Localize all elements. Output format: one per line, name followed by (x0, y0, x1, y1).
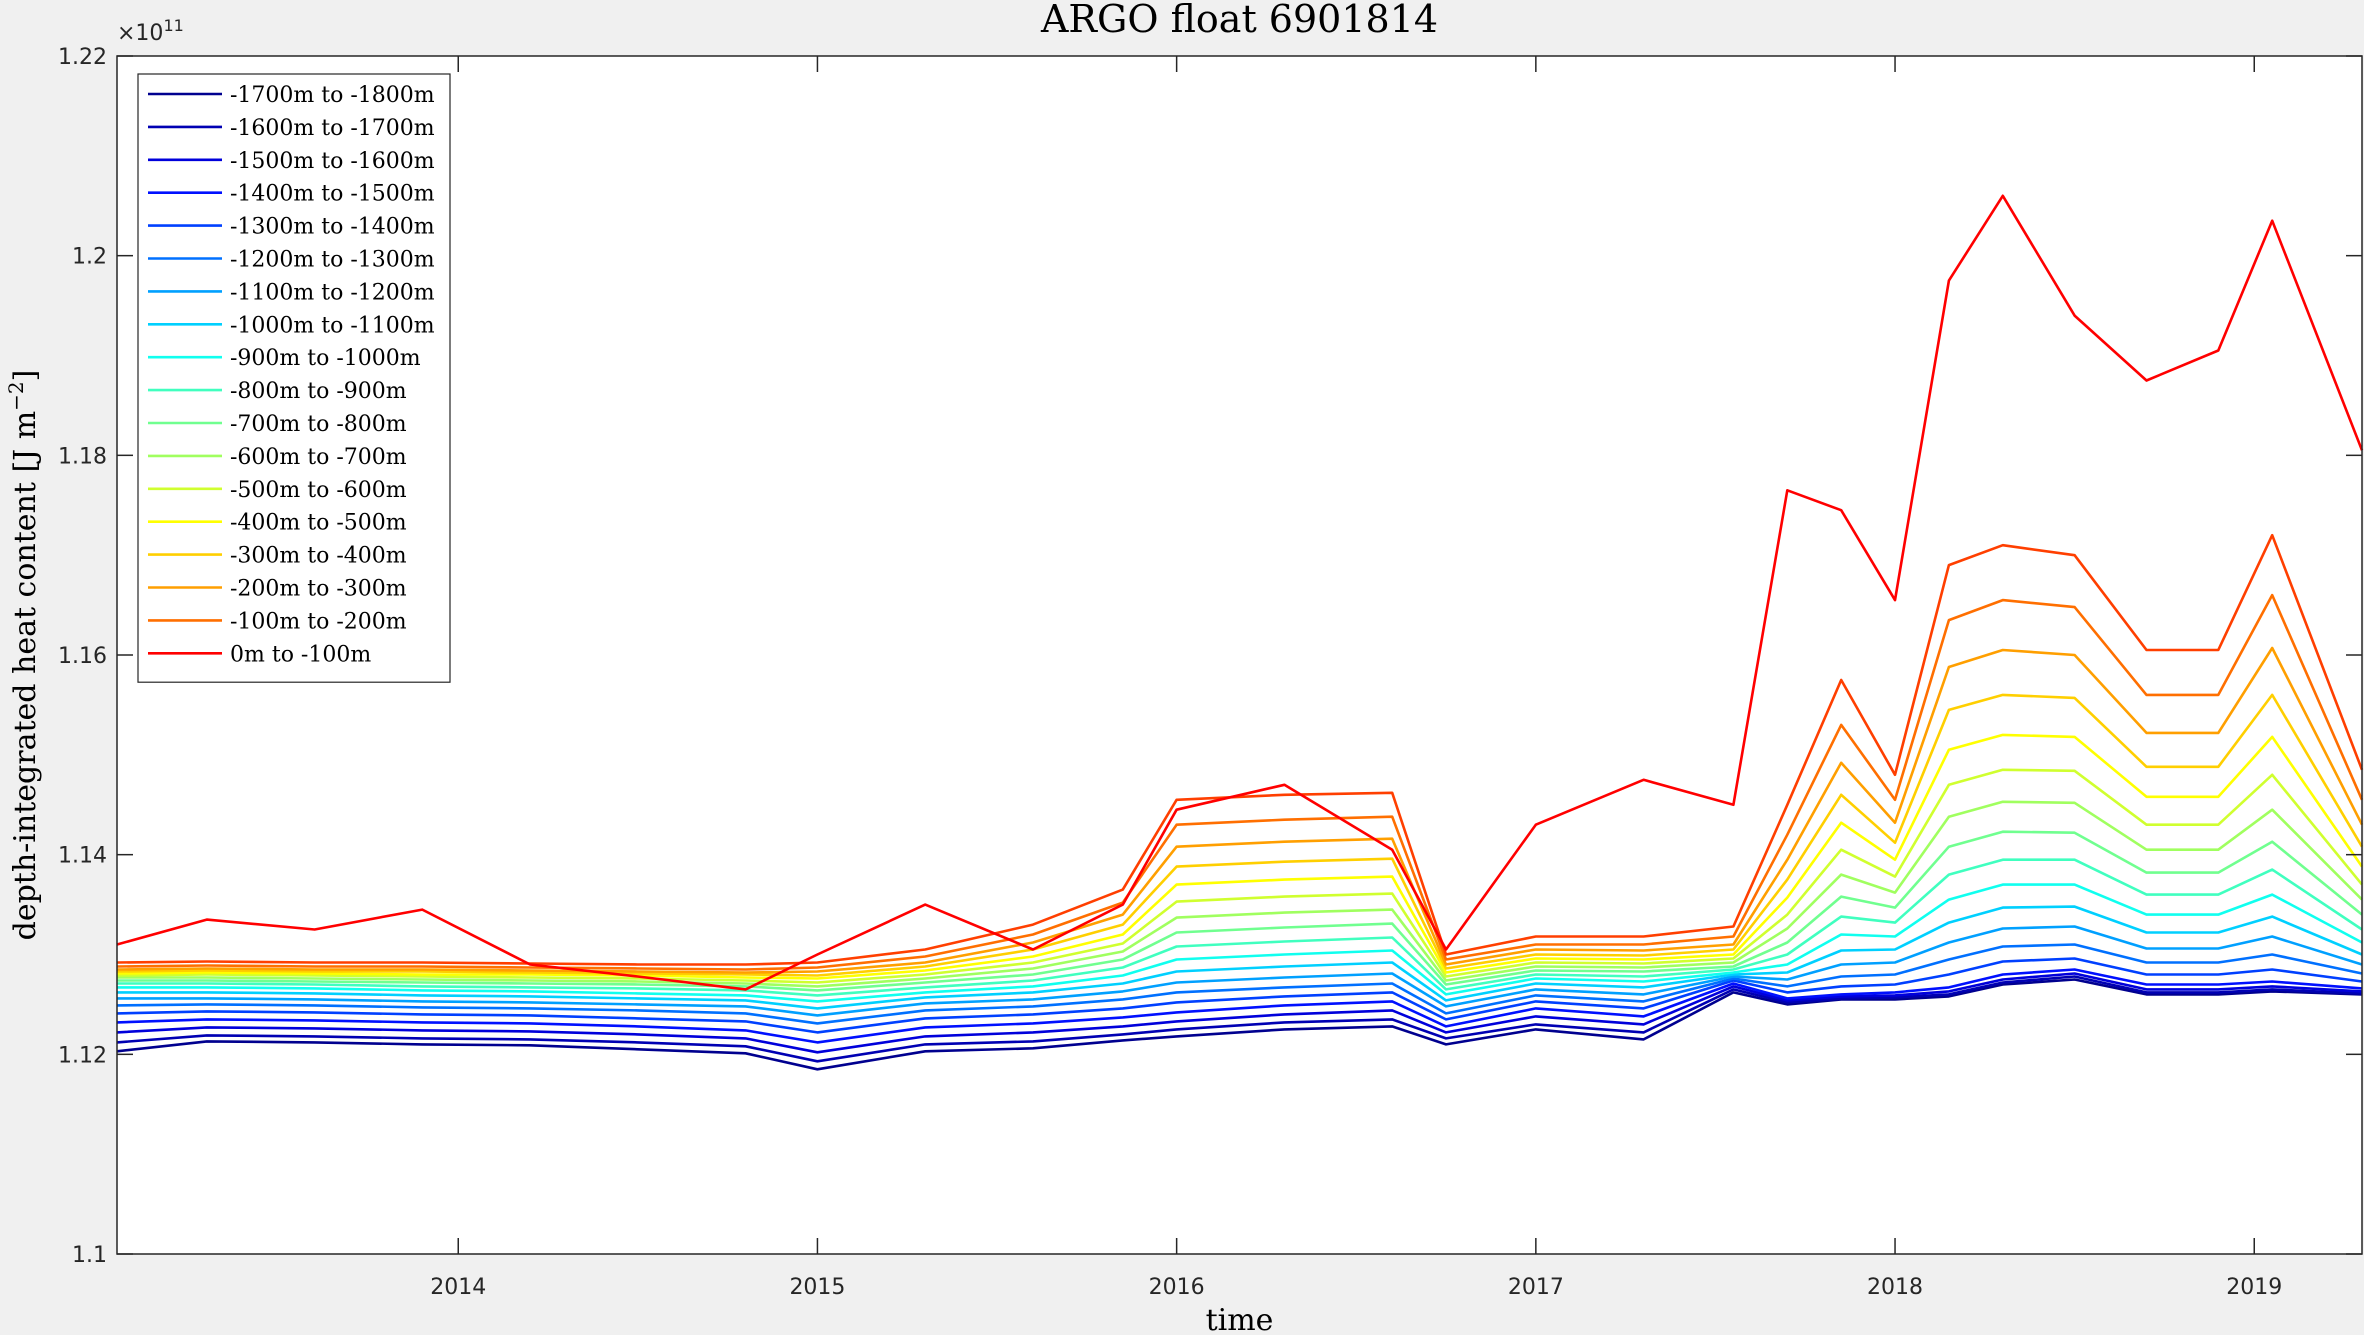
series-line (117, 925, 2363, 1017)
series-line (116, 768, 2364, 984)
legend-label: -1700m to -1800m (230, 83, 435, 108)
chart-title: ARGO float 6901814 (1040, 0, 1438, 41)
series-line (116, 733, 2364, 980)
series-layer (116, 194, 2364, 1071)
y-tick-label: 1.2 (72, 245, 107, 270)
y-tick-label: 1.16 (58, 644, 107, 669)
x-axis: 2014 2015 2016 2017 2018 2019 (430, 56, 2282, 1300)
legend-label: -1500m to -1600m (230, 149, 435, 174)
y-axis-label-close: ] (8, 370, 43, 382)
legend-label: -1400m to -1500m (230, 182, 435, 207)
y-tick-label: 1.12 (58, 1043, 107, 1068)
y-tick-label: 1.14 (58, 844, 107, 869)
y-exponent-base: ×10 (117, 21, 163, 46)
series-line (116, 593, 2364, 971)
series-line (117, 883, 2363, 1003)
y-tick-label: 1.1 (72, 1243, 107, 1268)
x-tick-label: 2018 (1867, 1275, 1923, 1300)
legend-label: -1200m to -1300m (230, 248, 435, 273)
x-tick-label: 2016 (1149, 1275, 1205, 1300)
legend-label: -700m to -800m (230, 412, 407, 437)
x-tick-label: 2014 (430, 1275, 486, 1300)
x-axis-label: time (1206, 1303, 1274, 1335)
legend-label: -900m to -1000m (230, 346, 421, 371)
legend-label: -100m to -200m (230, 609, 407, 634)
series-line (116, 943, 2363, 1025)
y-axis-exponent: ×1011 (117, 16, 184, 47)
legend-label: -300m to -400m (230, 544, 407, 569)
legend-items: -1700m to -1800m -1600m to -1700m -1500m t… (148, 83, 435, 667)
y-exponent-power: 11 (163, 16, 183, 35)
series-line (116, 194, 2364, 991)
y-axis-label-text: depth-integrated heat content [J m (8, 411, 43, 941)
legend-label: -1300m to -1400m (230, 215, 435, 240)
legend-label: -400m to -500m (230, 511, 407, 536)
x-tick-label: 2015 (789, 1275, 845, 1300)
series-line (117, 800, 2363, 988)
legend-label: -500m to -600m (230, 478, 407, 503)
x-tick-label: 2019 (2226, 1275, 2282, 1300)
y-tick-label: 1.18 (58, 444, 107, 469)
series-line (117, 905, 2363, 1010)
legend-box (137, 73, 451, 683)
legend-label: -600m to -700m (230, 445, 407, 470)
legend-label: -1600m to -1700m (230, 116, 435, 141)
x-tick-label: 2017 (1508, 1275, 1564, 1300)
series-line (117, 830, 2363, 992)
series-line (116, 968, 2363, 1044)
y-axis: 1.1 1.12 1.14 1.16 1.18 1.2 1.22 (58, 45, 2362, 1268)
legend-label: -800m to -900m (230, 379, 407, 404)
y-axis-label: depth-integrated heat content [J m−2] (4, 370, 43, 941)
legend-label: 0m to -100m (230, 642, 371, 667)
legend-label: -200m to -300m (230, 577, 407, 602)
series-line (117, 858, 2363, 997)
legend-label: -1000m to -1100m (230, 313, 435, 338)
series-line (116, 972, 2363, 1054)
series-line (116, 978, 2363, 1071)
legend-label: -1100m to -1200m (230, 280, 435, 305)
series-line (116, 975, 2363, 1063)
series-line (116, 533, 2364, 966)
legend: -1700m to -1800m -1600m to -1700m -1500m t… (137, 73, 451, 683)
series-line (116, 957, 2363, 1034)
y-axis-label-exponent: −2 (4, 381, 28, 410)
y-tick-label: 1.22 (58, 45, 107, 70)
series-line (116, 693, 2364, 977)
